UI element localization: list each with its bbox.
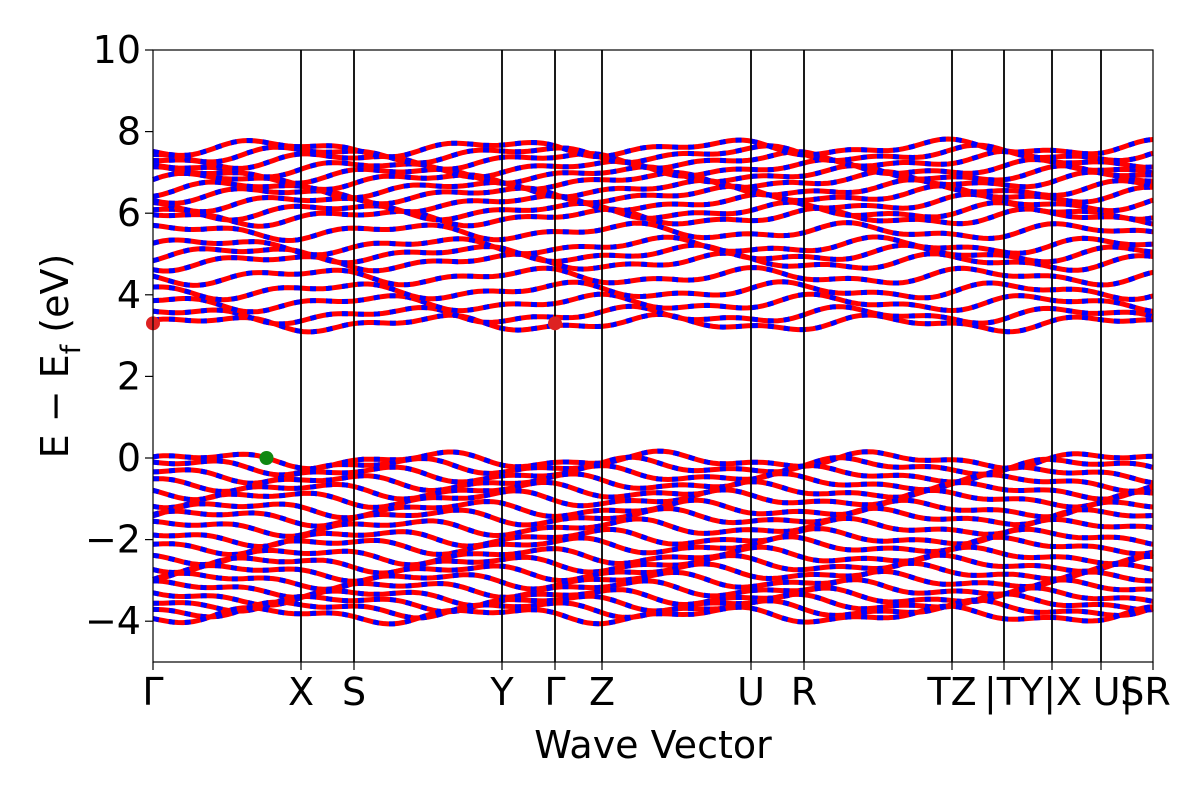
x-tick-label: SR — [1120, 670, 1171, 714]
conduction-band-line — [152, 136, 1154, 160]
kpoint-lines — [300, 50, 1102, 662]
valence-band-line — [152, 479, 1154, 503]
x-tick-label: Z — [589, 670, 615, 714]
y-tick-label: 6 — [117, 191, 141, 235]
valence-band-line — [152, 544, 1154, 568]
x-tick-label: S — [342, 670, 366, 714]
y-tick-label: 4 — [117, 273, 141, 317]
valence-band-line — [152, 560, 1154, 584]
x-tick-label: U| — [1093, 670, 1134, 715]
valence-band-line — [152, 487, 1154, 511]
x-tick-label: Γ — [142, 670, 163, 714]
conduction-band-line — [152, 148, 1154, 172]
y-tick-label: −2 — [85, 518, 141, 562]
conduction-band-line — [152, 199, 1154, 223]
conduction-band-line — [152, 234, 1154, 258]
y-axis-title-sub: f — [56, 343, 87, 354]
x-tick-labels: Γ X S Y Γ Z U R TZ |TY|X U|SR — [142, 662, 1171, 715]
y-axis-title-main: E − E — [33, 354, 77, 458]
y-tick-label: −4 — [85, 599, 141, 643]
conduction-band-line — [152, 169, 1153, 192]
valence-band-line — [152, 505, 1154, 529]
conduction-band-line — [152, 264, 1154, 288]
conduction-band-line — [152, 291, 1154, 315]
y-tick-label: 2 — [117, 354, 141, 398]
valence-band-line — [152, 471, 1154, 494]
x-tick-label: |TY|X — [984, 670, 1082, 715]
y-ticks: −4 −2 0 2 4 6 8 10 — [85, 28, 153, 643]
y-tick-label: 8 — [117, 110, 141, 154]
x-tick-label: X — [288, 670, 314, 714]
valence-band-line — [152, 603, 1154, 627]
x-tick-label: Γ — [544, 670, 565, 714]
x-tick-label: R — [791, 670, 817, 714]
conduction-band-line — [152, 279, 1154, 303]
valence-band-line — [152, 552, 1154, 576]
x-tick-label: Y — [489, 670, 514, 714]
valence-band-line — [152, 515, 1154, 539]
conduction-band-line — [152, 303, 1154, 327]
x-tick-label: TZ — [926, 670, 976, 714]
conduction-band-line — [152, 242, 1154, 266]
y-axis-title: E − Ef (eV) — [33, 254, 87, 459]
y-tick-label: 0 — [117, 436, 141, 480]
x-axis-title: Wave Vector — [534, 723, 772, 767]
extrema-markers — [146, 316, 562, 465]
y-axis-title-unit: (eV) — [33, 254, 77, 345]
valence-band-line — [152, 534, 1154, 557]
cbm-marker — [548, 316, 562, 331]
conduction-band-line — [152, 311, 1154, 335]
band-lines — [152, 136, 1154, 627]
valence-band-line — [152, 568, 1154, 592]
plot-frame — [152, 49, 1154, 663]
x-tick-label: U — [737, 670, 765, 714]
vbm-marker — [259, 451, 274, 465]
y-tick-label: 10 — [93, 28, 141, 72]
conduction-band-line — [152, 220, 1154, 244]
